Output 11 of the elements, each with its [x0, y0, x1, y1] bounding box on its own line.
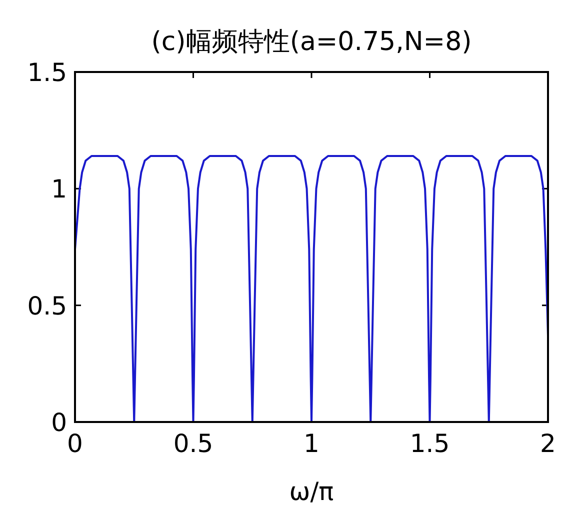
- x-tick-label: 1.5: [410, 429, 450, 458]
- y-tick-label: 1.5: [27, 58, 67, 87]
- chart-title: (c)幅频特性(a=0.75,N=8): [151, 27, 472, 57]
- x-tick-label: 0.5: [173, 429, 214, 458]
- y-tick-label: 1: [51, 174, 67, 204]
- x-tick-label: 1: [304, 429, 320, 458]
- y-tick-label: 0: [51, 408, 67, 437]
- line-series: [74, 155, 549, 423]
- y-tick-label: 0.5: [27, 291, 67, 320]
- x-axis-title: ω/π: [289, 477, 334, 506]
- x-tick-label: 2: [540, 429, 556, 458]
